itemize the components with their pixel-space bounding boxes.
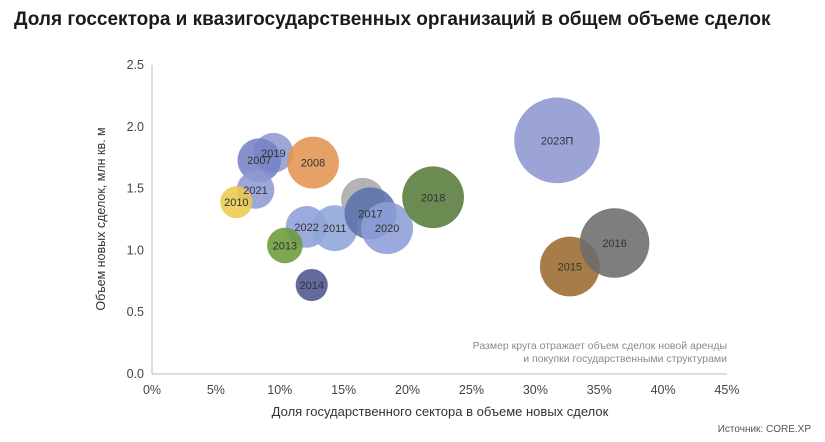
bubble-2020 (361, 202, 414, 255)
y-tick-label: 2.5 (127, 58, 144, 72)
bubble-label: 2011 (323, 223, 347, 235)
bubble-2007 (237, 138, 282, 182)
bubble-2023П (514, 97, 600, 184)
x-axis-label: Доля государственного сектора в объеме н… (272, 404, 609, 419)
bubble-label: 2013 (273, 240, 297, 252)
x-tick-label: 30% (523, 383, 548, 397)
y-tick-label: 0.5 (127, 305, 144, 319)
y-tick-label: 1.0 (127, 243, 144, 257)
bubble-2016 (579, 208, 650, 278)
bubble-label: 2015 (558, 261, 582, 273)
bubble-label: 2019 (261, 148, 285, 160)
x-tick-label: 10% (267, 383, 292, 397)
x-tick-label: 25% (459, 383, 484, 397)
chart-title: Доля госсектора и квазигосударственных о… (14, 9, 771, 30)
bubble-label: 2022 (294, 222, 318, 234)
x-tick-label: 5% (207, 383, 225, 397)
bubble-2018 (402, 166, 464, 229)
bubble-label: 2017 (358, 208, 382, 220)
bubble-2010 (220, 186, 253, 219)
x-tick-label: 15% (331, 383, 356, 397)
x-tick-label: 40% (651, 383, 676, 397)
note-line-1: Размер круга отражает объем сделок новой… (472, 340, 727, 352)
bubble-2014 (295, 268, 328, 302)
note-line-2: и покупки государственными структурами (523, 353, 727, 365)
bubble-label: 2020 (375, 223, 399, 235)
x-tick-label: 35% (587, 383, 612, 397)
source-label: Источник: CORE.XP (717, 424, 811, 435)
y-tick-label: 0.0 (127, 367, 144, 381)
bubble-label: 2023П (541, 135, 573, 147)
y-axis-label: Объем новых сделок, млн кв. м (94, 127, 108, 310)
x-tick-label: 20% (395, 383, 420, 397)
bubble-label: 2014 (299, 280, 323, 292)
bubble-label: 2018 (421, 192, 445, 204)
y-tick-label: 2.0 (127, 120, 144, 134)
bubble-label: 2016 (602, 238, 626, 250)
x-tick-label: 45% (714, 383, 739, 397)
bubble-label: 2008 (301, 158, 325, 170)
y-tick-label: 1.5 (127, 182, 144, 196)
bubble-2008 (287, 136, 339, 189)
size-legend-note: Размер круга отражает объем сделок новой… (473, 340, 727, 366)
bubble-label: 2007 (247, 155, 271, 167)
bubble-2013 (267, 227, 303, 264)
x-tick-label: 0% (143, 383, 161, 397)
bubble-label: 2021 (243, 185, 267, 197)
bubble-label: 2010 (224, 197, 248, 209)
